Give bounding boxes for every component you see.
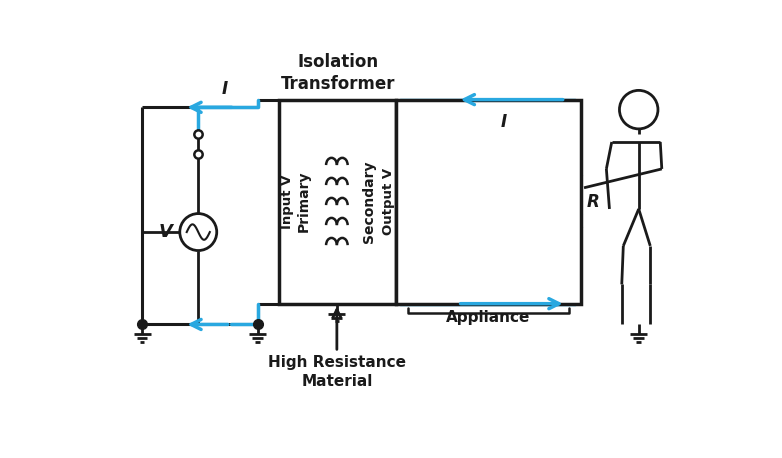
Bar: [396, 100, 581, 304]
Text: I: I: [221, 80, 228, 98]
Bar: [279, 100, 396, 304]
Text: Secondary: Secondary: [362, 160, 376, 243]
Text: Isolation
Transformer: Isolation Transformer: [281, 53, 395, 93]
Text: Input V: Input V: [281, 174, 294, 229]
Text: High Resistance
Material: High Resistance Material: [268, 355, 406, 389]
Text: Primary: Primary: [296, 171, 310, 232]
Text: Appliance: Appliance: [447, 310, 531, 325]
Text: R: R: [587, 193, 600, 211]
Text: Output V: Output V: [382, 168, 395, 235]
Text: I: I: [501, 114, 507, 131]
Text: V: V: [158, 223, 172, 241]
